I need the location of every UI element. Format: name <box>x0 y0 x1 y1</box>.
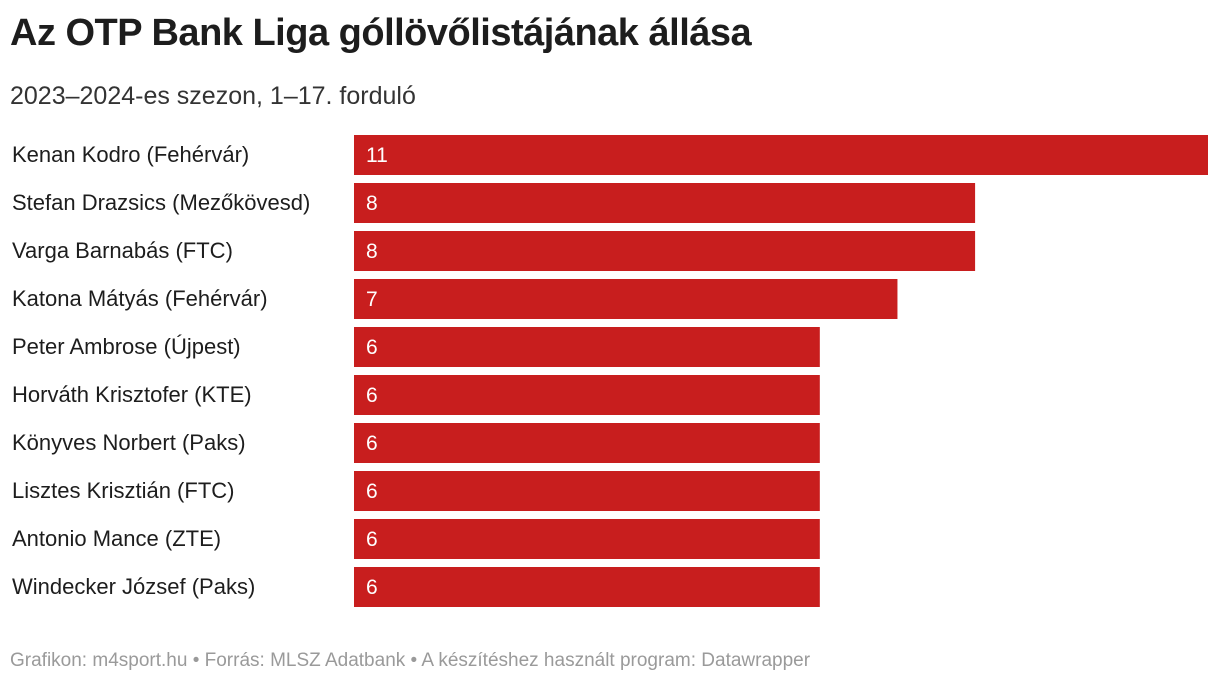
category-label: Katona Mátyás (Fehérvár) <box>12 286 268 311</box>
data-label: 6 <box>366 336 378 359</box>
bar <box>354 423 820 463</box>
data-label: 11 <box>366 144 388 167</box>
data-label: 6 <box>366 384 378 407</box>
category-label: Peter Ambrose (Újpest) <box>12 334 241 359</box>
category-label: Varga Barnabás (FTC) <box>12 238 233 263</box>
bar <box>354 375 820 415</box>
data-label: 6 <box>366 528 378 551</box>
bar <box>354 279 898 319</box>
bar-chart: Kenan Kodro (Fehérvár) 11 Stefan Drazsics … <box>12 135 1208 607</box>
data-label: 6 <box>366 576 378 599</box>
bar <box>354 567 820 607</box>
bar <box>354 471 820 511</box>
category-label: Windecker József (Paks) <box>12 574 255 599</box>
chart-subtitle: 2023–2024-es szezon, 1–17. forduló <box>10 82 416 110</box>
bar <box>354 135 1208 175</box>
category-label: Könyves Norbert (Paks) <box>12 430 246 455</box>
data-label: 8 <box>366 240 378 263</box>
data-label: 6 <box>366 480 378 503</box>
source-footer: Grafikon: m4sport.hu • Forrás: MLSZ Adat… <box>10 650 811 671</box>
data-label: 8 <box>366 192 378 215</box>
category-label: Stefan Drazsics (Mezőkövesd) <box>12 190 310 215</box>
bar <box>354 231 976 271</box>
category-label: Horváth Krisztofer (KTE) <box>12 382 252 407</box>
bar <box>354 183 976 223</box>
category-label: Kenan Kodro (Fehérvár) <box>12 142 249 167</box>
bar <box>354 327 820 367</box>
data-label: 6 <box>366 432 378 455</box>
bar <box>354 519 820 559</box>
data-label: 7 <box>366 288 378 311</box>
category-label: Lisztes Krisztián (FTC) <box>12 478 234 503</box>
chart-title: Az OTP Bank Liga góllövőlistájának állás… <box>10 12 752 54</box>
category-label: Antonio Mance (ZTE) <box>12 526 221 551</box>
